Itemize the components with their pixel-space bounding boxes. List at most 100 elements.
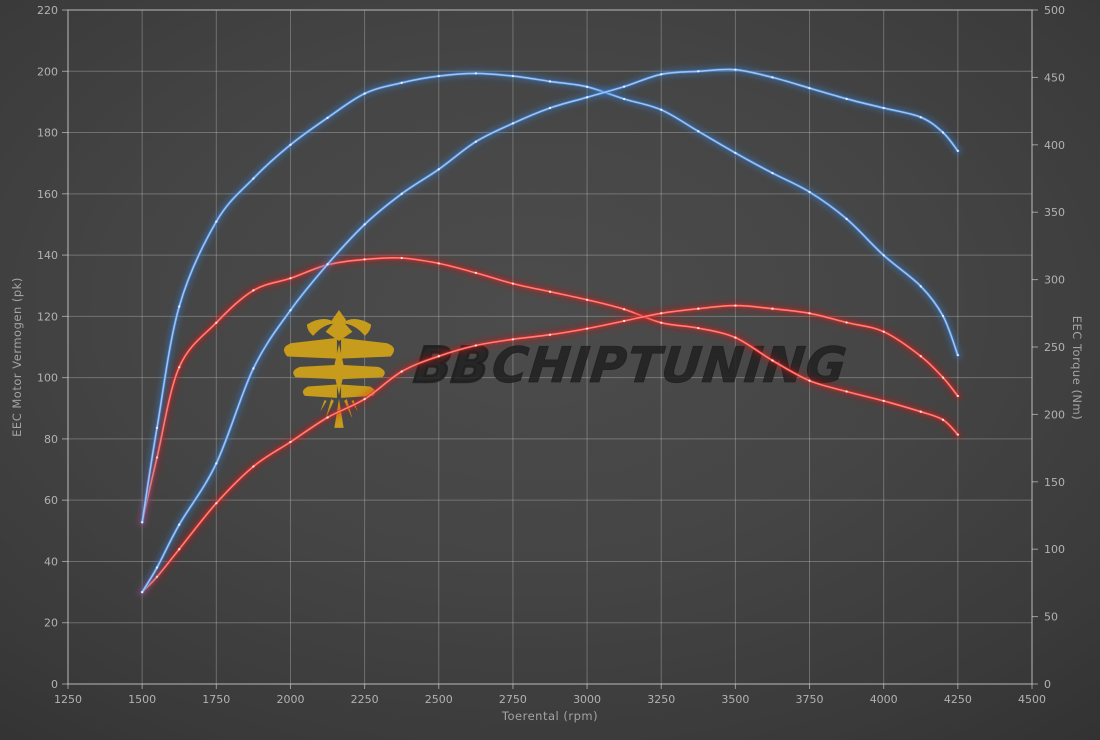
- data-point-dot: [919, 285, 922, 288]
- y-right-tick-label: 500: [1044, 4, 1065, 17]
- y-axis-label-left: EEC Motor Vermogen (pk): [10, 277, 24, 437]
- data-point-dot: [771, 76, 774, 79]
- data-point-dot: [660, 321, 663, 324]
- data-point-dot: [941, 131, 945, 134]
- data-point-dot: [215, 220, 218, 223]
- data-point-dot: [155, 426, 159, 430]
- y-left-tick-label: 120: [37, 310, 58, 323]
- data-point-dot: [437, 355, 440, 358]
- data-point-dot: [400, 192, 403, 195]
- y-right-tick-label: 250: [1044, 341, 1065, 354]
- data-point-dot: [400, 81, 403, 84]
- y-left-tick-label: 140: [37, 249, 58, 262]
- data-point-dot: [474, 344, 477, 347]
- data-point-dot: [363, 397, 366, 401]
- x-axis-label: Toerental (rpm): [501, 709, 599, 723]
- data-point-dot: [919, 116, 922, 119]
- data-point-dot: [623, 85, 626, 88]
- x-tick-label: 4500: [1018, 693, 1046, 706]
- data-point-dot: [956, 353, 959, 357]
- y-right-tick-label: 300: [1044, 274, 1065, 287]
- data-point-dot: [548, 80, 552, 83]
- y-left-tick-label: 160: [37, 188, 58, 201]
- data-point-dot: [326, 116, 329, 119]
- x-tick-label: 2750: [499, 693, 527, 706]
- data-point-dot: [511, 338, 515, 341]
- x-tick-label: 4250: [944, 693, 972, 706]
- x-tick-label: 2500: [425, 693, 453, 706]
- data-point-dot: [771, 307, 774, 310]
- y-axis-label-right: EEC Torque (Nm): [1070, 315, 1084, 421]
- data-point-dot: [623, 308, 626, 311]
- data-point-dot: [697, 70, 700, 73]
- data-point-dot: [548, 106, 552, 110]
- data-point-dot: [697, 326, 700, 330]
- y-left-tick-label: 40: [44, 555, 58, 568]
- data-point-dot: [215, 502, 218, 505]
- data-point-dot: [585, 85, 589, 88]
- data-point-dot: [941, 418, 945, 421]
- x-tick-label: 3750: [796, 693, 824, 706]
- tuned-torque-curve: [135, 66, 965, 529]
- data-point-dot: [252, 289, 255, 292]
- data-point-dot: [941, 314, 945, 318]
- data-point-dot: [363, 258, 366, 261]
- data-point-dot: [697, 307, 700, 310]
- x-tick-label: 2250: [351, 693, 379, 706]
- y-left-tick-label: 180: [37, 127, 58, 140]
- data-point-dot: [845, 321, 848, 324]
- x-tick-label: 1750: [202, 693, 230, 706]
- y-left-tick-label: 60: [44, 494, 58, 507]
- data-point-dot: [623, 97, 626, 101]
- data-point-dot: [215, 462, 218, 465]
- data-point-dot: [771, 359, 774, 362]
- data-point-dot: [289, 143, 292, 146]
- y-right-tick-label: 150: [1044, 476, 1065, 489]
- stock-torque-curve: [135, 251, 965, 529]
- y-left-tick-label: 80: [44, 433, 58, 446]
- stock-power-curve: [135, 299, 965, 599]
- x-tick-label: 4000: [870, 693, 898, 706]
- data-point-dot: [882, 106, 885, 110]
- data-point-dot: [474, 140, 477, 143]
- data-point-dot: [585, 298, 589, 301]
- x-tick-label: 1250: [54, 693, 82, 706]
- data-point-dot: [252, 177, 255, 180]
- data-point-dot: [734, 151, 737, 155]
- data-point-dot: [511, 282, 515, 285]
- data-point-dot: [882, 254, 885, 257]
- y-left-tick-label: 200: [37, 65, 58, 78]
- data-point-dot: [882, 330, 885, 333]
- data-point-dot: [882, 399, 885, 403]
- x-tick-label: 3250: [647, 693, 675, 706]
- data-point-dot: [400, 256, 403, 260]
- data-point-dot: [734, 304, 737, 307]
- data-point-dot: [585, 327, 589, 330]
- y-left-tick-label: 220: [37, 4, 58, 17]
- data-point-dot: [660, 312, 663, 315]
- data-point-dot: [289, 277, 292, 280]
- data-point-dot: [697, 130, 700, 133]
- data-point-dot: [956, 149, 959, 153]
- data-point-dot: [178, 548, 181, 551]
- x-tick-label: 3000: [573, 693, 601, 706]
- data-point-dot: [734, 336, 737, 339]
- data-point-dot: [808, 190, 811, 194]
- data-point-dot: [178, 523, 181, 526]
- data-point-dot: [474, 271, 477, 275]
- data-point-dot: [511, 74, 515, 78]
- data-point-dot: [956, 394, 959, 398]
- data-point-dot: [474, 72, 477, 75]
- data-point-dot: [363, 223, 366, 226]
- plot-border: [67, 9, 1033, 685]
- y-right-tick-label: 0: [1044, 678, 1051, 691]
- data-point-dot: [734, 68, 737, 71]
- data-point-dot: [956, 433, 959, 436]
- data-point-dot: [511, 122, 515, 125]
- data-point-dot: [252, 367, 255, 370]
- data-point-dot: [400, 370, 403, 373]
- data-point-dot: [215, 321, 218, 324]
- y-left-tick-label: 100: [37, 372, 58, 385]
